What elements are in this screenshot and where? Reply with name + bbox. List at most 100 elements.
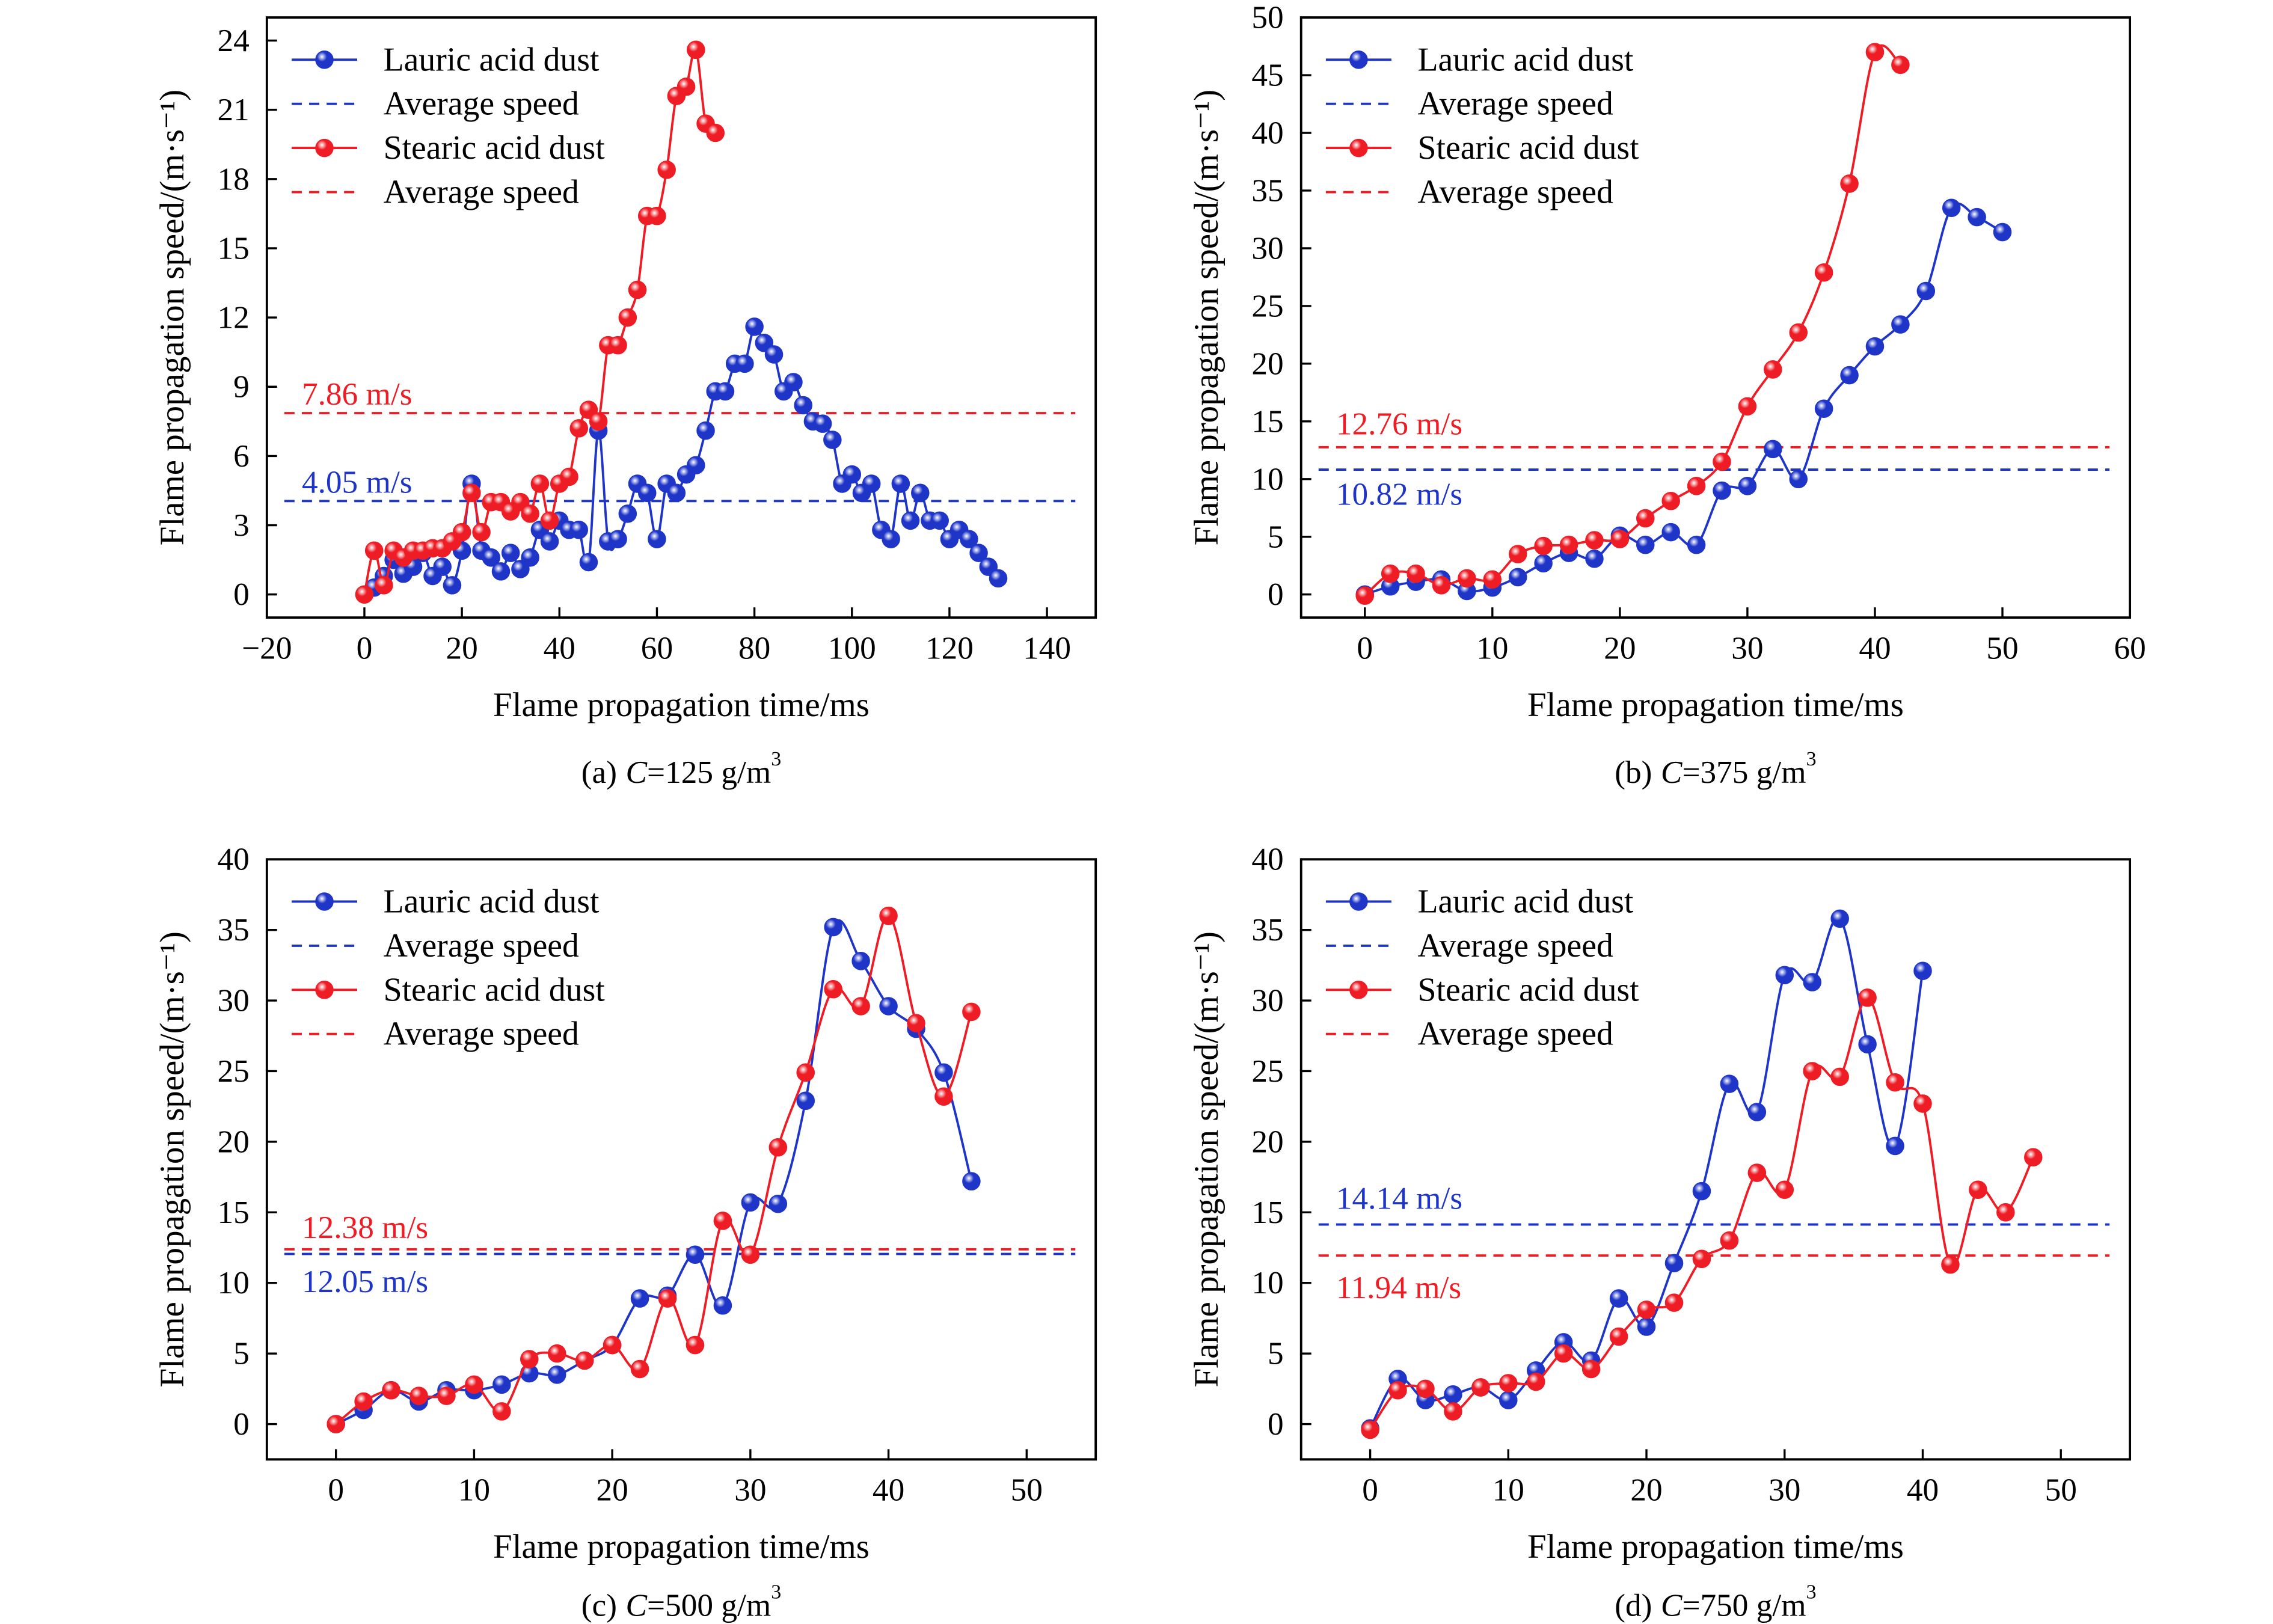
stearic-acid-dust-line: [1369, 996, 2035, 1431]
y-tick-label: 21: [217, 92, 249, 127]
stearic-acid-dust-point: [1581, 1359, 1601, 1379]
lauric-acid-dust-point: [618, 504, 637, 523]
lauric-acid-dust-point: [492, 1375, 511, 1394]
stearic-acid-dust-point: [560, 467, 578, 486]
x-tick-label: 0: [357, 630, 373, 666]
lauric-acid-dust-point: [1913, 961, 1932, 980]
stearic-acid-dust-point: [1458, 569, 1476, 588]
stearic-acid-dust-point: [1687, 477, 1706, 495]
panel-c: 12.05 m/s 12.38 m/s Lauric acid dust Averag…: [153, 842, 1097, 1623]
stearic-acid-dust-point: [962, 1002, 981, 1022]
x-tick-label: 30: [734, 1472, 766, 1508]
lauric-acid-dust-point: [851, 952, 870, 970]
stearic-acid-dust-point: [1388, 1380, 1407, 1400]
legend-swatch-marker: [1349, 892, 1368, 911]
x-tick-label: 10: [1492, 1472, 1524, 1508]
legend-entry-stearic-acid-dust-average: Average speed: [291, 1016, 579, 1053]
y-axis-label: Flame propagation speed/(m·s⁻¹): [1188, 931, 1225, 1387]
stearic-acid-dust-point: [1891, 55, 1910, 75]
lauric-acid-dust-point: [735, 354, 754, 373]
y-tick-label: 10: [217, 1265, 249, 1301]
stearic-acid-dust-point: [1747, 1163, 1767, 1182]
lauric-acid-dust-point: [1713, 481, 1731, 500]
y-tick-label: 15: [217, 1195, 249, 1230]
legend-label: Stearic acid dust: [384, 971, 606, 1008]
legend: Lauric acid dust Average speed Stearic aci…: [291, 883, 606, 1053]
stearic-acid-dust-point: [934, 1087, 953, 1106]
lauric-acid-dust-average-label: 10.82 m/s: [1336, 477, 1462, 512]
x-tick-label: 40: [1907, 1472, 1939, 1508]
legend-swatch-marker: [315, 981, 334, 999]
x-tick-label: 10: [458, 1472, 490, 1508]
x-tick-label: 40: [544, 630, 575, 666]
legend-entry-stearic-acid-dust-average: Average speed: [291, 174, 579, 211]
lauric-acid-dust-point: [891, 474, 910, 493]
stearic-acid-dust-point: [1534, 536, 1553, 556]
stearic-acid-dust-point: [462, 483, 481, 503]
stearic-acid-dust-point: [1508, 545, 1527, 563]
lauric-acid-dust-point: [1942, 198, 1961, 218]
stearic-acid-dust-point: [1814, 263, 1833, 282]
lauric-acid-dust-point: [1916, 281, 1936, 301]
lauric-acid-dust-point: [989, 569, 1008, 588]
lauric-acid-dust-point: [901, 511, 920, 530]
lauric-acid-dust-average-label: 4.05 m/s: [302, 464, 413, 500]
caption-value: =125 g/m: [647, 754, 771, 789]
legend-entry-lauric-acid-dust-average: Average speed: [1325, 927, 1613, 964]
stearic-acid-dust-point: [1738, 397, 1757, 416]
stearic-acid-dust-point: [1803, 1062, 1821, 1080]
lauric-acid-dust-point: [911, 483, 930, 503]
stearic-acid-dust-point: [540, 511, 559, 530]
legend-entry-stearic-acid-dust: Stearic acid dust: [291, 129, 605, 167]
lauric-acid-dust-average-label: 12.05 m/s: [302, 1264, 428, 1299]
y-tick-label: 25: [217, 1053, 249, 1089]
y-axis-label: Flame propagation speed/(m·s⁻¹): [1188, 90, 1225, 545]
stearic-acid-dust-point: [1416, 1379, 1435, 1399]
x-tick-label: 140: [1023, 630, 1071, 666]
stearic-acid-dust-point: [1499, 1374, 1518, 1393]
lauric-acid-dust-point: [521, 548, 539, 567]
y-tick-label: 30: [217, 983, 249, 1019]
stearic-acid-dust-point: [851, 997, 870, 1016]
stearic-acid-dust-point: [1527, 1372, 1545, 1391]
x-tick-label: 20: [1630, 1472, 1662, 1508]
legend-label: Lauric acid dust: [384, 41, 600, 78]
stearic-acid-dust-point: [648, 206, 666, 225]
y-tick-label: 0: [233, 1406, 250, 1442]
y-tick-label: 20: [1251, 346, 1283, 381]
legend-entry-lauric-acid-dust: Lauric acid dust: [1325, 883, 1634, 920]
caption-exponent: 3: [1806, 748, 1817, 770]
panel-d: 14.14 m/s 11.94 m/s Lauric acid dust Averag…: [1188, 842, 2132, 1623]
stearic-acid-dust-point: [1483, 570, 1502, 589]
x-tick-label: 100: [828, 630, 876, 666]
y-tick-label: 3: [233, 507, 250, 543]
y-axis-label: Flame propagation speed/(m·s⁻¹): [153, 931, 191, 1387]
caption-label: (d): [1615, 1587, 1652, 1623]
stearic-acid-dust-point: [472, 522, 491, 542]
caption-value: =375 g/m: [1682, 754, 1806, 789]
stearic-acid-dust-point: [1941, 1255, 1960, 1274]
y-tick-label: 10: [1251, 1265, 1283, 1301]
legend-entry-lauric-acid-dust: Lauric acid dust: [291, 883, 600, 920]
lauric-acid-dust-point: [569, 520, 588, 539]
stearic-acid-dust-point: [1858, 988, 1877, 1007]
stearic-acid-dust-point: [687, 40, 705, 60]
lauric-acid-dust-point: [716, 382, 735, 401]
stearic-acid-dust-point: [1913, 1094, 1932, 1113]
x-axis-label: Flame propagation time/ms: [493, 686, 870, 724]
legend-entry-stearic-acid-dust-average: Average speed: [1325, 1016, 1613, 1053]
lauric-acid-dust-point: [741, 1193, 760, 1212]
stearic-acid-dust-point: [686, 1335, 705, 1355]
lauric-acid-dust-point: [1585, 549, 1604, 568]
stearic-acid-dust-point: [1664, 1293, 1684, 1312]
stearic-acid-dust-point: [768, 1138, 788, 1157]
legend-label: Average speed: [1418, 174, 1613, 211]
legend-entry-lauric-acid-dust: Lauric acid dust: [291, 41, 600, 78]
lauric-acid-dust-point: [667, 483, 686, 503]
lauric-acid-dust-point: [764, 345, 784, 364]
y-tick-label: 40: [1251, 115, 1283, 150]
lauric-acid-dust-point: [1968, 207, 1986, 227]
legend-label: Stearic acid dust: [1418, 971, 1640, 1008]
stearic-acid-dust-average-label: 12.38 m/s: [302, 1210, 428, 1245]
